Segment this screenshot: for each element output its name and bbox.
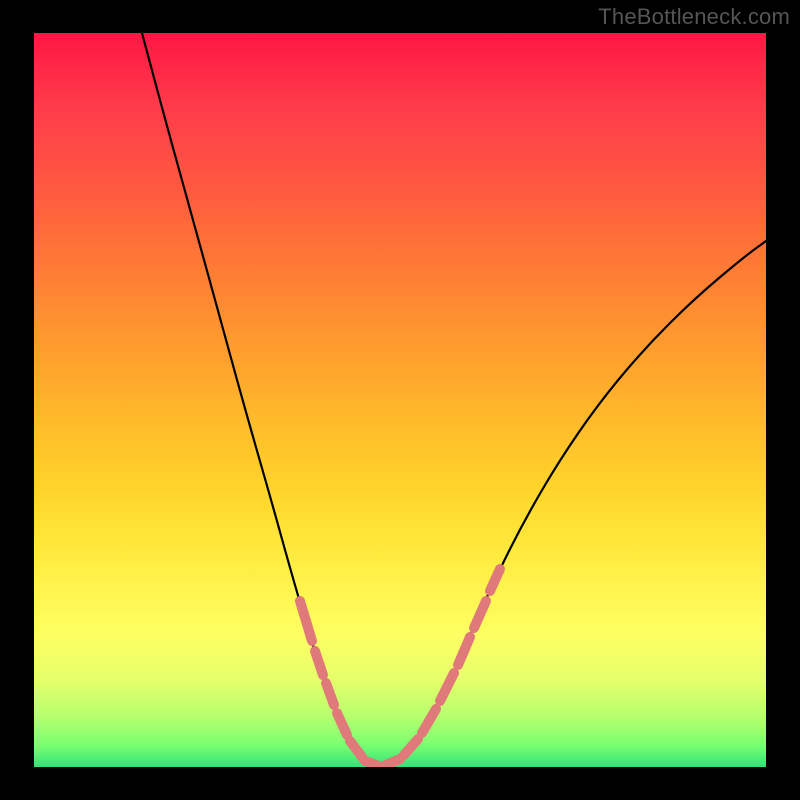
dash-segment-5 [365, 761, 379, 766]
dash-segment-0 [300, 601, 312, 641]
watermark-text: TheBottleneck.com [598, 4, 790, 30]
curve-right [379, 241, 766, 767]
dash-segment-10 [458, 637, 470, 665]
curve-overlay [34, 33, 766, 767]
dash-segment-6 [384, 759, 400, 766]
dash-segment-12 [490, 569, 500, 591]
dash-segment-1 [315, 651, 323, 675]
dash-segment-4 [350, 741, 362, 757]
dash-segment-9 [440, 673, 454, 701]
dash-segment-2 [326, 683, 334, 705]
dash-segment-7 [404, 739, 418, 755]
dash-segment-8 [422, 709, 436, 733]
dash-segment-3 [337, 713, 347, 735]
dash-segment-11 [474, 601, 486, 628]
chart-frame: TheBottleneck.com [0, 0, 800, 800]
curve-left [142, 33, 379, 767]
